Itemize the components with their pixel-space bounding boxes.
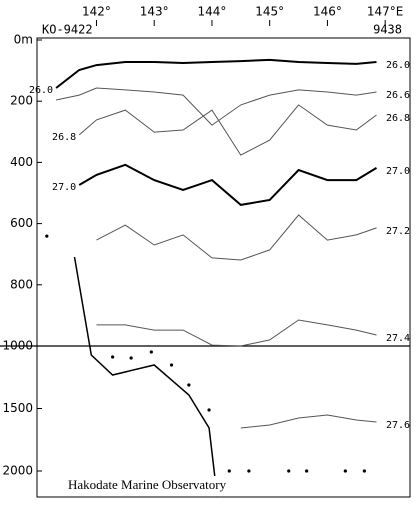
contour-line — [78, 163, 378, 206]
x-tick-label: 143° — [140, 5, 169, 19]
contour-line — [55, 87, 377, 126]
sample-dot — [129, 356, 133, 360]
contour-label-left: 27.0 — [52, 182, 76, 193]
y-tick-label: 600 — [10, 216, 33, 230]
x-tick-label: 142° — [82, 5, 111, 19]
contour-line — [78, 104, 377, 156]
y-tick-label: 0m — [14, 33, 33, 47]
sample-dot — [305, 469, 309, 473]
credit: Hakodate Marine Observatory — [68, 477, 227, 492]
contour-line — [96, 214, 377, 261]
credit-box — [64, 476, 260, 496]
x-tick-label: 146° — [313, 5, 342, 19]
y-tick-label: 400 — [10, 155, 33, 169]
sample-dot — [207, 408, 211, 412]
station-start: KO-9422 — [42, 23, 93, 37]
bottom-line — [73, 256, 218, 497]
x-tick-label: 147°E — [367, 5, 404, 19]
sample-dot — [343, 469, 347, 473]
contour-label-left: 26.8 — [52, 132, 76, 143]
sample-dot — [362, 469, 366, 473]
contour-line — [96, 319, 377, 347]
plot-frame — [36, 37, 411, 498]
contour-label-left: 26.0 — [29, 85, 53, 96]
y-tick-label: 200 — [10, 94, 33, 108]
contour-label: 27.4 — [386, 333, 410, 344]
x-tick-label: 144° — [197, 5, 226, 19]
contour-label: 27.0 — [386, 166, 410, 177]
x-tick-label: 145° — [255, 5, 284, 19]
sample-dot — [287, 469, 291, 473]
sample-dot — [111, 355, 115, 359]
y-tick-label: 2000 — [2, 464, 33, 478]
sample-dot — [169, 363, 174, 367]
y-tick-label: 1500 — [2, 401, 33, 415]
contour-line — [240, 414, 377, 429]
y-tick-label: 800 — [10, 277, 33, 291]
contour-label: 26.6 — [386, 90, 410, 101]
sample-dot — [45, 234, 49, 238]
station-end: 9438 — [373, 23, 402, 37]
sample-dot — [187, 383, 191, 387]
contour-label: 27.6 — [386, 420, 410, 431]
sample-dot — [227, 469, 231, 473]
contour-line — [55, 58, 377, 89]
sample-dot — [247, 469, 251, 473]
contour-label: 26.8 — [386, 113, 410, 124]
contour-label: 27.2 — [386, 226, 410, 237]
contour-label: 26.0 — [386, 60, 410, 71]
sample-dot — [149, 350, 153, 354]
